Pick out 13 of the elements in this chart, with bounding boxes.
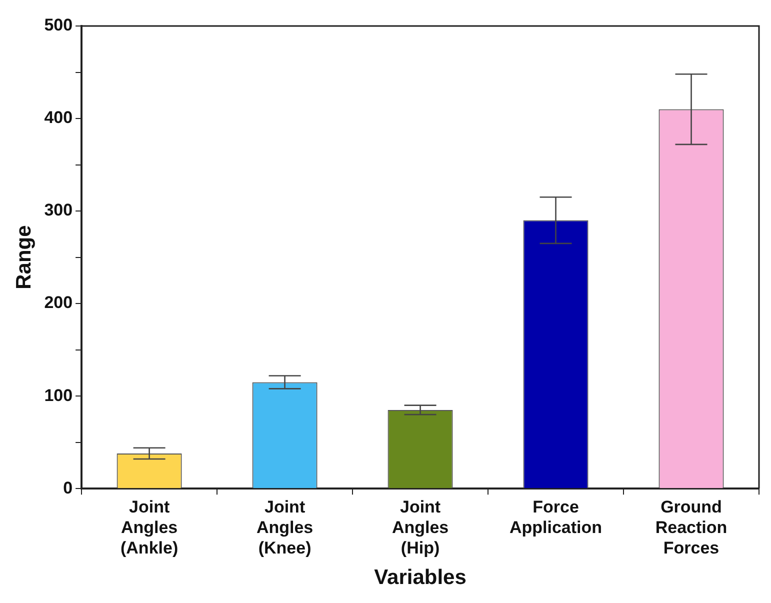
x-tick-label: Joint Angles (Knee) [256, 497, 314, 558]
x-tick-label: Ground Reaction Forces [655, 497, 728, 558]
y-tick-label: 400 [44, 108, 73, 128]
x-tick-label: Force Application [509, 497, 602, 537]
y-tick-label: 200 [44, 293, 73, 312]
x-axis-title: Variables [374, 566, 466, 590]
x-tick-label: Joint Angles (Hip) [392, 497, 449, 558]
y-tick-label: 0 [63, 478, 73, 498]
x-tick-label: Joint Angles (Ankle) [120, 497, 178, 558]
y-tick-label: 100 [44, 386, 73, 405]
y-axis-title: Range [12, 225, 36, 290]
y-tick-label: 500 [44, 16, 73, 35]
y-tick-label: 300 [44, 200, 73, 220]
